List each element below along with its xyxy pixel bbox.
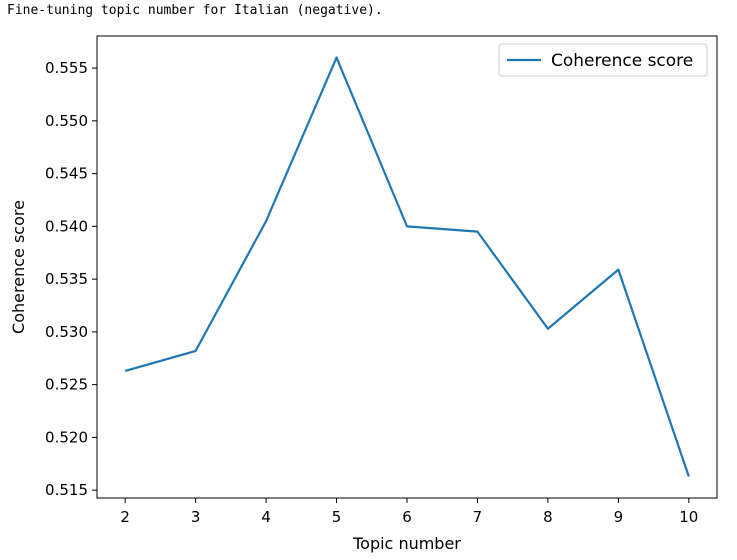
x-tick-label: 6 (402, 508, 412, 526)
x-tick-label: 3 (191, 508, 201, 526)
x-tick-label: 7 (473, 508, 483, 526)
y-tick-label: 0.520 (45, 428, 88, 446)
axes-frame (96, 35, 718, 499)
y-tick-label: 0.555 (45, 59, 88, 77)
legend: Coherence score (498, 43, 708, 77)
y-tick-label: 0.545 (45, 165, 88, 183)
x-tick-label: 10 (679, 508, 698, 526)
axes-spines (96, 35, 718, 499)
y-tick-label: 0.530 (45, 323, 88, 341)
y-tick-label: 0.525 (45, 376, 88, 394)
x-tick-label: 9 (614, 508, 624, 526)
y-tick-label: 0.540 (45, 217, 88, 235)
y-tick-label: 0.550 (45, 112, 88, 130)
y-tick-label: 0.515 (45, 481, 88, 499)
y-tick-label: 0.535 (45, 270, 88, 288)
y-axis: 0.515 0.520 0.525 0.530 0.535 0.540 0.545 0.550… (45, 59, 97, 499)
x-tick-label: 5 (332, 508, 342, 526)
x-axis-title: Topic number (352, 534, 461, 553)
x-axis: 2 3 4 5 6 7 8 9 10 (120, 498, 698, 526)
plot-area (124, 56, 690, 477)
series-line-0 (124, 56, 690, 477)
legend-box (498, 43, 708, 77)
x-tick-label: 8 (543, 508, 553, 526)
stdout-text: Fine-tuning topic number for Italian (ne… (7, 3, 383, 18)
legend-label: Coherence score (551, 51, 693, 71)
y-axis-title: Coherence score (9, 200, 28, 334)
x-tick-label: 2 (120, 508, 130, 526)
x-tick-label: 4 (261, 508, 271, 526)
